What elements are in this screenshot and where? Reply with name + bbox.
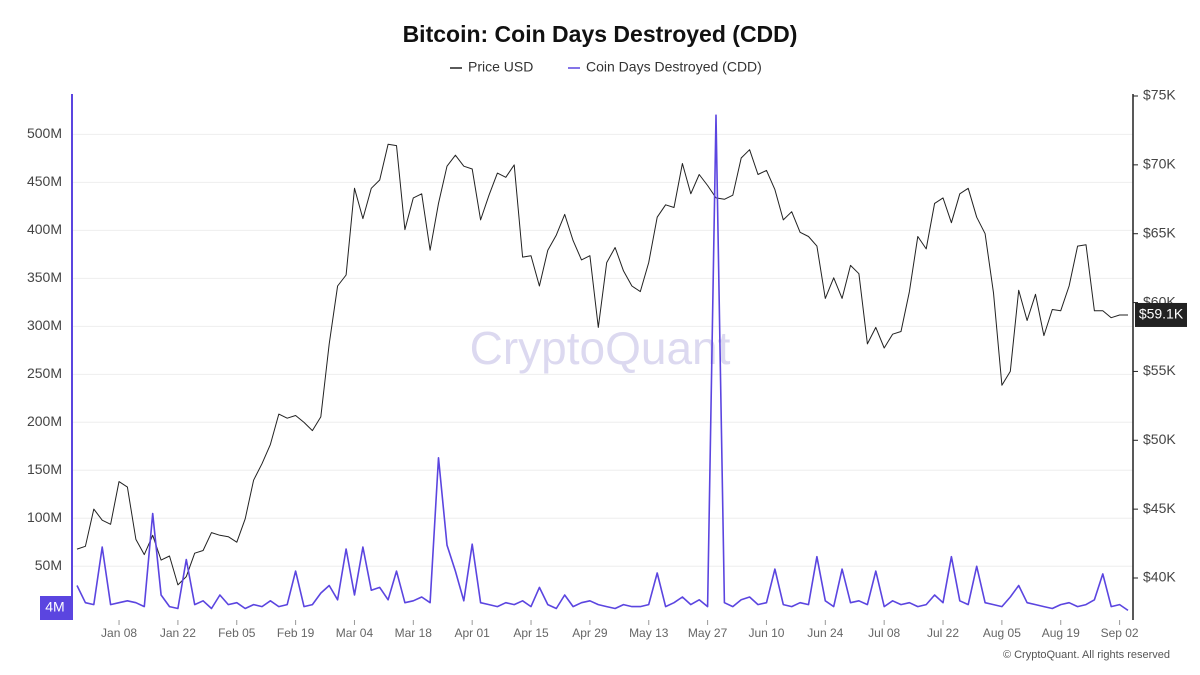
credit: © CryptoQuant. All rights reserved [1003, 649, 1170, 661]
last-value-badge [40, 596, 71, 620]
x-tick-label: Apr 15 [513, 626, 549, 640]
watermark: CryptoQuant [470, 322, 731, 374]
x-tick-label: Jan 08 [101, 626, 137, 640]
y-tick-label: 350M [27, 269, 62, 285]
x-tick-label: Jul 22 [927, 626, 959, 640]
x-tick-label: Feb 05 [218, 626, 256, 640]
y2-tick-label: $75K [1143, 87, 1176, 103]
x-tick-label: Aug 19 [1042, 626, 1080, 640]
x-tick-label: Jun 24 [807, 626, 843, 640]
legend-label: Price USD [468, 59, 533, 75]
last-value-label: 4M [45, 599, 64, 615]
legend-label: Coin Days Destroyed (CDD) [586, 59, 762, 75]
x-tick-label: Mar 04 [336, 626, 374, 640]
chart-title: Bitcoin: Coin Days Destroyed (CDD) [403, 21, 798, 47]
y-tick-label: 50M [35, 557, 62, 573]
y2-tick-label: $50K [1143, 431, 1176, 447]
x-tick-label: Sep 02 [1101, 626, 1139, 640]
x-tick-label: Aug 05 [983, 626, 1021, 640]
series-line [76, 143, 1128, 586]
x-tick-label: May 13 [629, 626, 669, 640]
x-tick-label: Apr 01 [454, 626, 490, 640]
y-tick-label: 100M [27, 509, 62, 525]
y2-tick-label: $45K [1143, 500, 1176, 516]
series-line [76, 114, 1129, 612]
x-tick-label: Feb 19 [277, 626, 315, 640]
y2-tick-label: $55K [1143, 362, 1176, 378]
y2-tick-label: $65K [1143, 224, 1176, 240]
y-tick-label: 400M [27, 221, 62, 237]
y-tick-label: 300M [27, 317, 62, 333]
last-value-label: $59.1K [1139, 306, 1184, 322]
y-tick-label: 500M [27, 125, 62, 141]
y-tick-label: 200M [27, 413, 62, 429]
last-value-badge [1135, 302, 1187, 327]
y-tick-label: 250M [27, 365, 62, 381]
x-tick-label: Jun 10 [748, 626, 784, 640]
x-tick-label: Jul 08 [868, 626, 900, 640]
x-tick-label: Mar 18 [395, 626, 433, 640]
y2-tick-label: $40K [1143, 569, 1176, 585]
y-tick-label: 150M [27, 461, 62, 477]
y2-tick-label: $70K [1143, 156, 1176, 172]
x-tick-label: Apr 29 [572, 626, 608, 640]
y-tick-label: 450M [27, 173, 62, 189]
x-tick-label: Jan 22 [160, 626, 196, 640]
x-tick-label: May 27 [688, 626, 728, 640]
